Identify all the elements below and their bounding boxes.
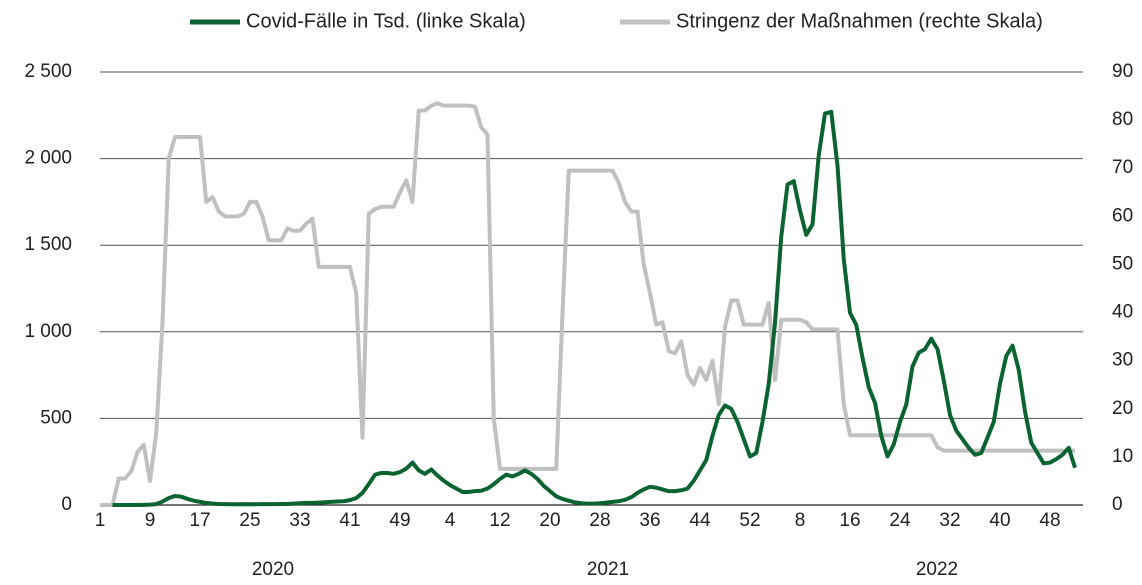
y2-tick-label: 20	[1112, 398, 1133, 419]
x-tick-label: 41	[339, 510, 360, 531]
x-tick-label: 49	[389, 510, 410, 531]
y-tick-label: 1 000	[24, 321, 72, 342]
y2-tick-label: 50	[1112, 253, 1133, 274]
legend-label: Covid-Fälle in Tsd. (linke Skala)	[246, 10, 526, 32]
x-tick-label: 33	[289, 510, 310, 531]
legend-label: Stringenz der Maßnahmen (rechte Skala)	[676, 10, 1043, 32]
y2-tick-label: 0	[1112, 494, 1123, 515]
x-tick-label: 1	[95, 510, 106, 531]
y2-tick-label: 10	[1112, 446, 1133, 467]
x-tick-label: 40	[989, 510, 1010, 531]
y2-tick-label: 90	[1112, 61, 1133, 82]
y2-tick-label: 80	[1112, 109, 1133, 130]
x-tick-label: 32	[939, 510, 960, 531]
y2-tick-label: 70	[1112, 157, 1133, 178]
x-tick-label: 4	[445, 510, 456, 531]
year-label: 2020	[252, 559, 294, 580]
y2-tick-label: 40	[1112, 302, 1133, 323]
y2-tick-label: 60	[1112, 205, 1133, 226]
x-tick-label: 17	[189, 510, 210, 531]
x-tick-label: 9	[145, 510, 156, 531]
x-tick-label: 8	[795, 510, 806, 531]
x-tick-label: 44	[689, 510, 711, 531]
y-tick-label: 2 500	[24, 61, 72, 82]
x-tick-label: 12	[489, 510, 510, 531]
x-tick-label: 16	[839, 510, 860, 531]
x-tick-label: 48	[1039, 510, 1060, 531]
y-tick-label: 1 500	[24, 234, 72, 255]
series-line	[112, 109, 1077, 507]
year-label: 2022	[916, 559, 958, 580]
y-tick-label: 2 000	[24, 148, 72, 169]
x-tick-label: 28	[589, 510, 610, 531]
x-tick-label: 20	[539, 510, 560, 531]
series-line	[100, 101, 1075, 507]
x-tick-label: 25	[239, 510, 260, 531]
x-tick-label: 52	[739, 510, 760, 531]
year-label: 2021	[587, 559, 629, 580]
y2-tick-label: 30	[1112, 350, 1133, 371]
x-tick-label: 24	[889, 510, 911, 531]
y-tick-label: 500	[40, 407, 72, 428]
y-tick-label: 0	[61, 494, 72, 515]
x-tick-label: 36	[639, 510, 660, 531]
